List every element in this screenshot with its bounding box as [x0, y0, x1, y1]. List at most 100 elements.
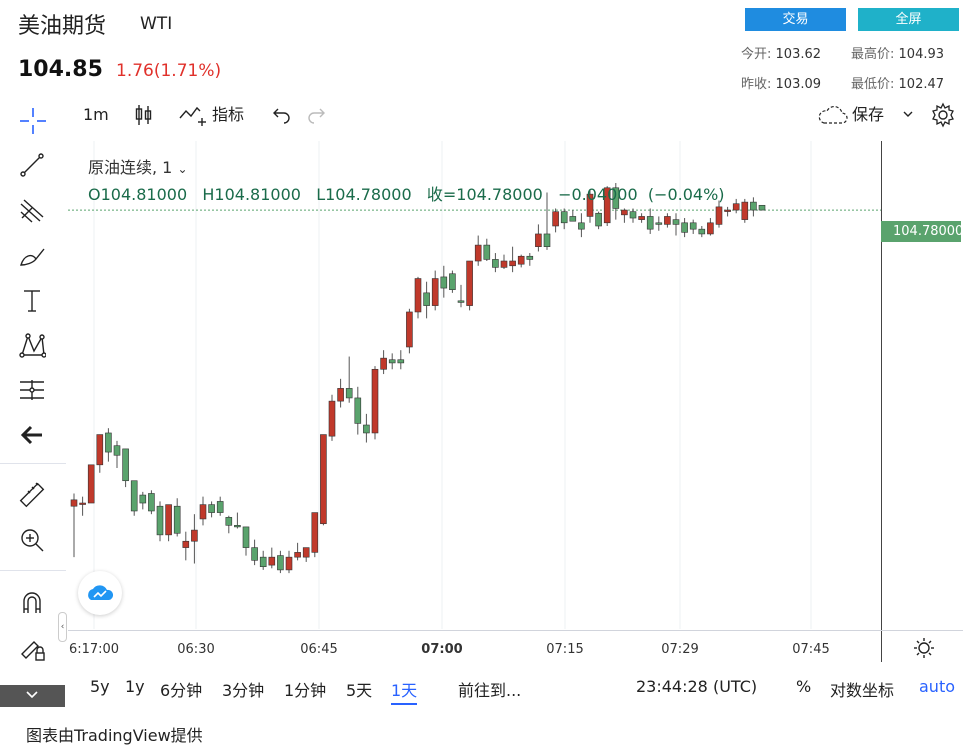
- goto-date-button[interactable]: 前往到...: [458, 681, 522, 700]
- candle: [320, 434, 327, 526]
- zoom-in-icon[interactable]: [14, 522, 50, 558]
- candle-body: [337, 388, 344, 402]
- candle-style-icon[interactable]: [134, 103, 154, 133]
- candle: [113, 440, 121, 468]
- candle: [259, 550, 267, 570]
- candle-body: [698, 228, 706, 235]
- candle: [173, 498, 181, 537]
- fullscreen-button[interactable]: 全屏: [858, 8, 959, 31]
- time-tick: 07:15: [546, 642, 584, 657]
- candle-body: [294, 552, 301, 558]
- open-label: 今开:: [741, 47, 772, 62]
- tradingview-credit[interactable]: 图表由TradingView提供: [26, 726, 203, 745]
- time-tick: 07:45: [792, 642, 830, 657]
- candle: [517, 254, 525, 268]
- candle: [148, 490, 155, 515]
- candle-body: [474, 244, 482, 262]
- candle: [483, 238, 491, 262]
- candle: [277, 550, 284, 574]
- crosshair-tool-icon[interactable]: [18, 106, 48, 136]
- percent-scale-toggle[interactable]: %: [796, 677, 812, 696]
- candle-body: [715, 206, 723, 225]
- candle: [750, 197, 757, 217]
- candle-body: [70, 499, 78, 507]
- low-value: 102.47: [898, 77, 945, 92]
- candle: [388, 353, 396, 370]
- candle-body: [535, 233, 542, 247]
- cloud-save-icon[interactable]: [816, 103, 850, 133]
- indicators-button[interactable]: 指标: [212, 105, 245, 124]
- candle: [182, 531, 190, 561]
- candle-body: [569, 216, 577, 222]
- save-button[interactable]: 保存: [852, 105, 885, 124]
- log-scale-toggle[interactable]: 对数坐标: [830, 681, 895, 700]
- time-tick: 6:17:00: [68, 642, 120, 657]
- candle-body: [560, 211, 568, 224]
- candle: [337, 378, 344, 408]
- candle-body: [414, 278, 422, 313]
- candle: [354, 386, 362, 435]
- ruler-icon[interactable]: [14, 477, 50, 513]
- chart-grid: [93, 141, 812, 629]
- range-1y[interactable]: 1y: [125, 677, 145, 696]
- interval-button[interactable]: 1m: [83, 105, 109, 124]
- candle-body: [388, 359, 396, 364]
- range-1min[interactable]: 1分钟: [284, 681, 327, 700]
- candle: [414, 276, 422, 319]
- pattern-tool-icon[interactable]: [14, 327, 50, 363]
- lock-drawing-icon[interactable]: [14, 630, 50, 666]
- range-5y[interactable]: 5y: [90, 677, 110, 696]
- candle: [449, 270, 456, 293]
- candle-body: [707, 222, 714, 235]
- magnet-icon[interactable]: [14, 585, 50, 621]
- brush-icon[interactable]: [14, 237, 50, 273]
- time-axis[interactable]: 6:17:00 06:30 06:45 07:00 07:15 07:29 07…: [68, 630, 963, 664]
- axis-settings-icon[interactable]: [913, 637, 935, 663]
- settings-gear-icon[interactable]: [930, 102, 956, 132]
- chevron-down-icon[interactable]: [902, 104, 914, 134]
- candle-body: [750, 201, 757, 211]
- range-3min[interactable]: 3分钟: [222, 681, 265, 700]
- indicators-icon[interactable]: [178, 102, 208, 132]
- chart-toolbar: 1m 指标 保存: [70, 100, 963, 130]
- candle: [363, 413, 370, 443]
- undo-icon[interactable]: [272, 103, 292, 133]
- trend-line-icon[interactable]: [14, 147, 50, 183]
- range-toolbar: 5y 1y 6分钟 3分钟 1分钟 5天 1天 前往到... 23:44:28 …: [68, 672, 963, 705]
- auto-scale-toggle[interactable]: auto: [919, 677, 956, 696]
- arrow-back-icon[interactable]: [14, 417, 50, 453]
- candle-body: [724, 209, 731, 212]
- candle: [70, 493, 78, 558]
- text-tool-icon[interactable]: [14, 282, 50, 318]
- utc-clock[interactable]: 23:44:28 (UTC): [636, 677, 758, 696]
- pitchfork-icon[interactable]: [14, 192, 50, 228]
- candle: [156, 501, 164, 542]
- candlestick-chart[interactable]: [68, 141, 881, 629]
- candle-body: [586, 193, 594, 217]
- measure-projection-icon[interactable]: [14, 372, 50, 408]
- time-tick: 07:00: [421, 642, 463, 657]
- last-price: 104.85: [18, 57, 103, 82]
- candle-body: [492, 259, 499, 268]
- collapse-toolbar-handle[interactable]: ‹: [58, 612, 67, 642]
- range-6min[interactable]: 6分钟: [160, 681, 203, 700]
- candle-body: [440, 276, 448, 289]
- high-stat: 最高价: 104.93: [851, 43, 944, 62]
- redo-icon[interactable]: [306, 103, 326, 133]
- candle: [603, 186, 611, 226]
- candle-body: [664, 216, 671, 225]
- candle: [612, 183, 620, 220]
- high-label: 最高价:: [851, 47, 895, 62]
- trade-button[interactable]: 交易: [745, 8, 846, 31]
- candles-group: [70, 183, 766, 574]
- range-5d[interactable]: 5天: [346, 681, 373, 700]
- candle: [509, 246, 516, 273]
- tradingview-logo-icon[interactable]: [78, 571, 122, 615]
- candle-body: [466, 260, 473, 306]
- candle-body: [105, 432, 112, 453]
- candle: [311, 512, 319, 558]
- range-1d[interactable]: 1天: [391, 677, 418, 705]
- candle-body: [397, 359, 405, 364]
- last-price-axis-label: 104.78000: [881, 221, 963, 242]
- series-title[interactable]: 原油连续, 1 ⌄: [88, 154, 188, 178]
